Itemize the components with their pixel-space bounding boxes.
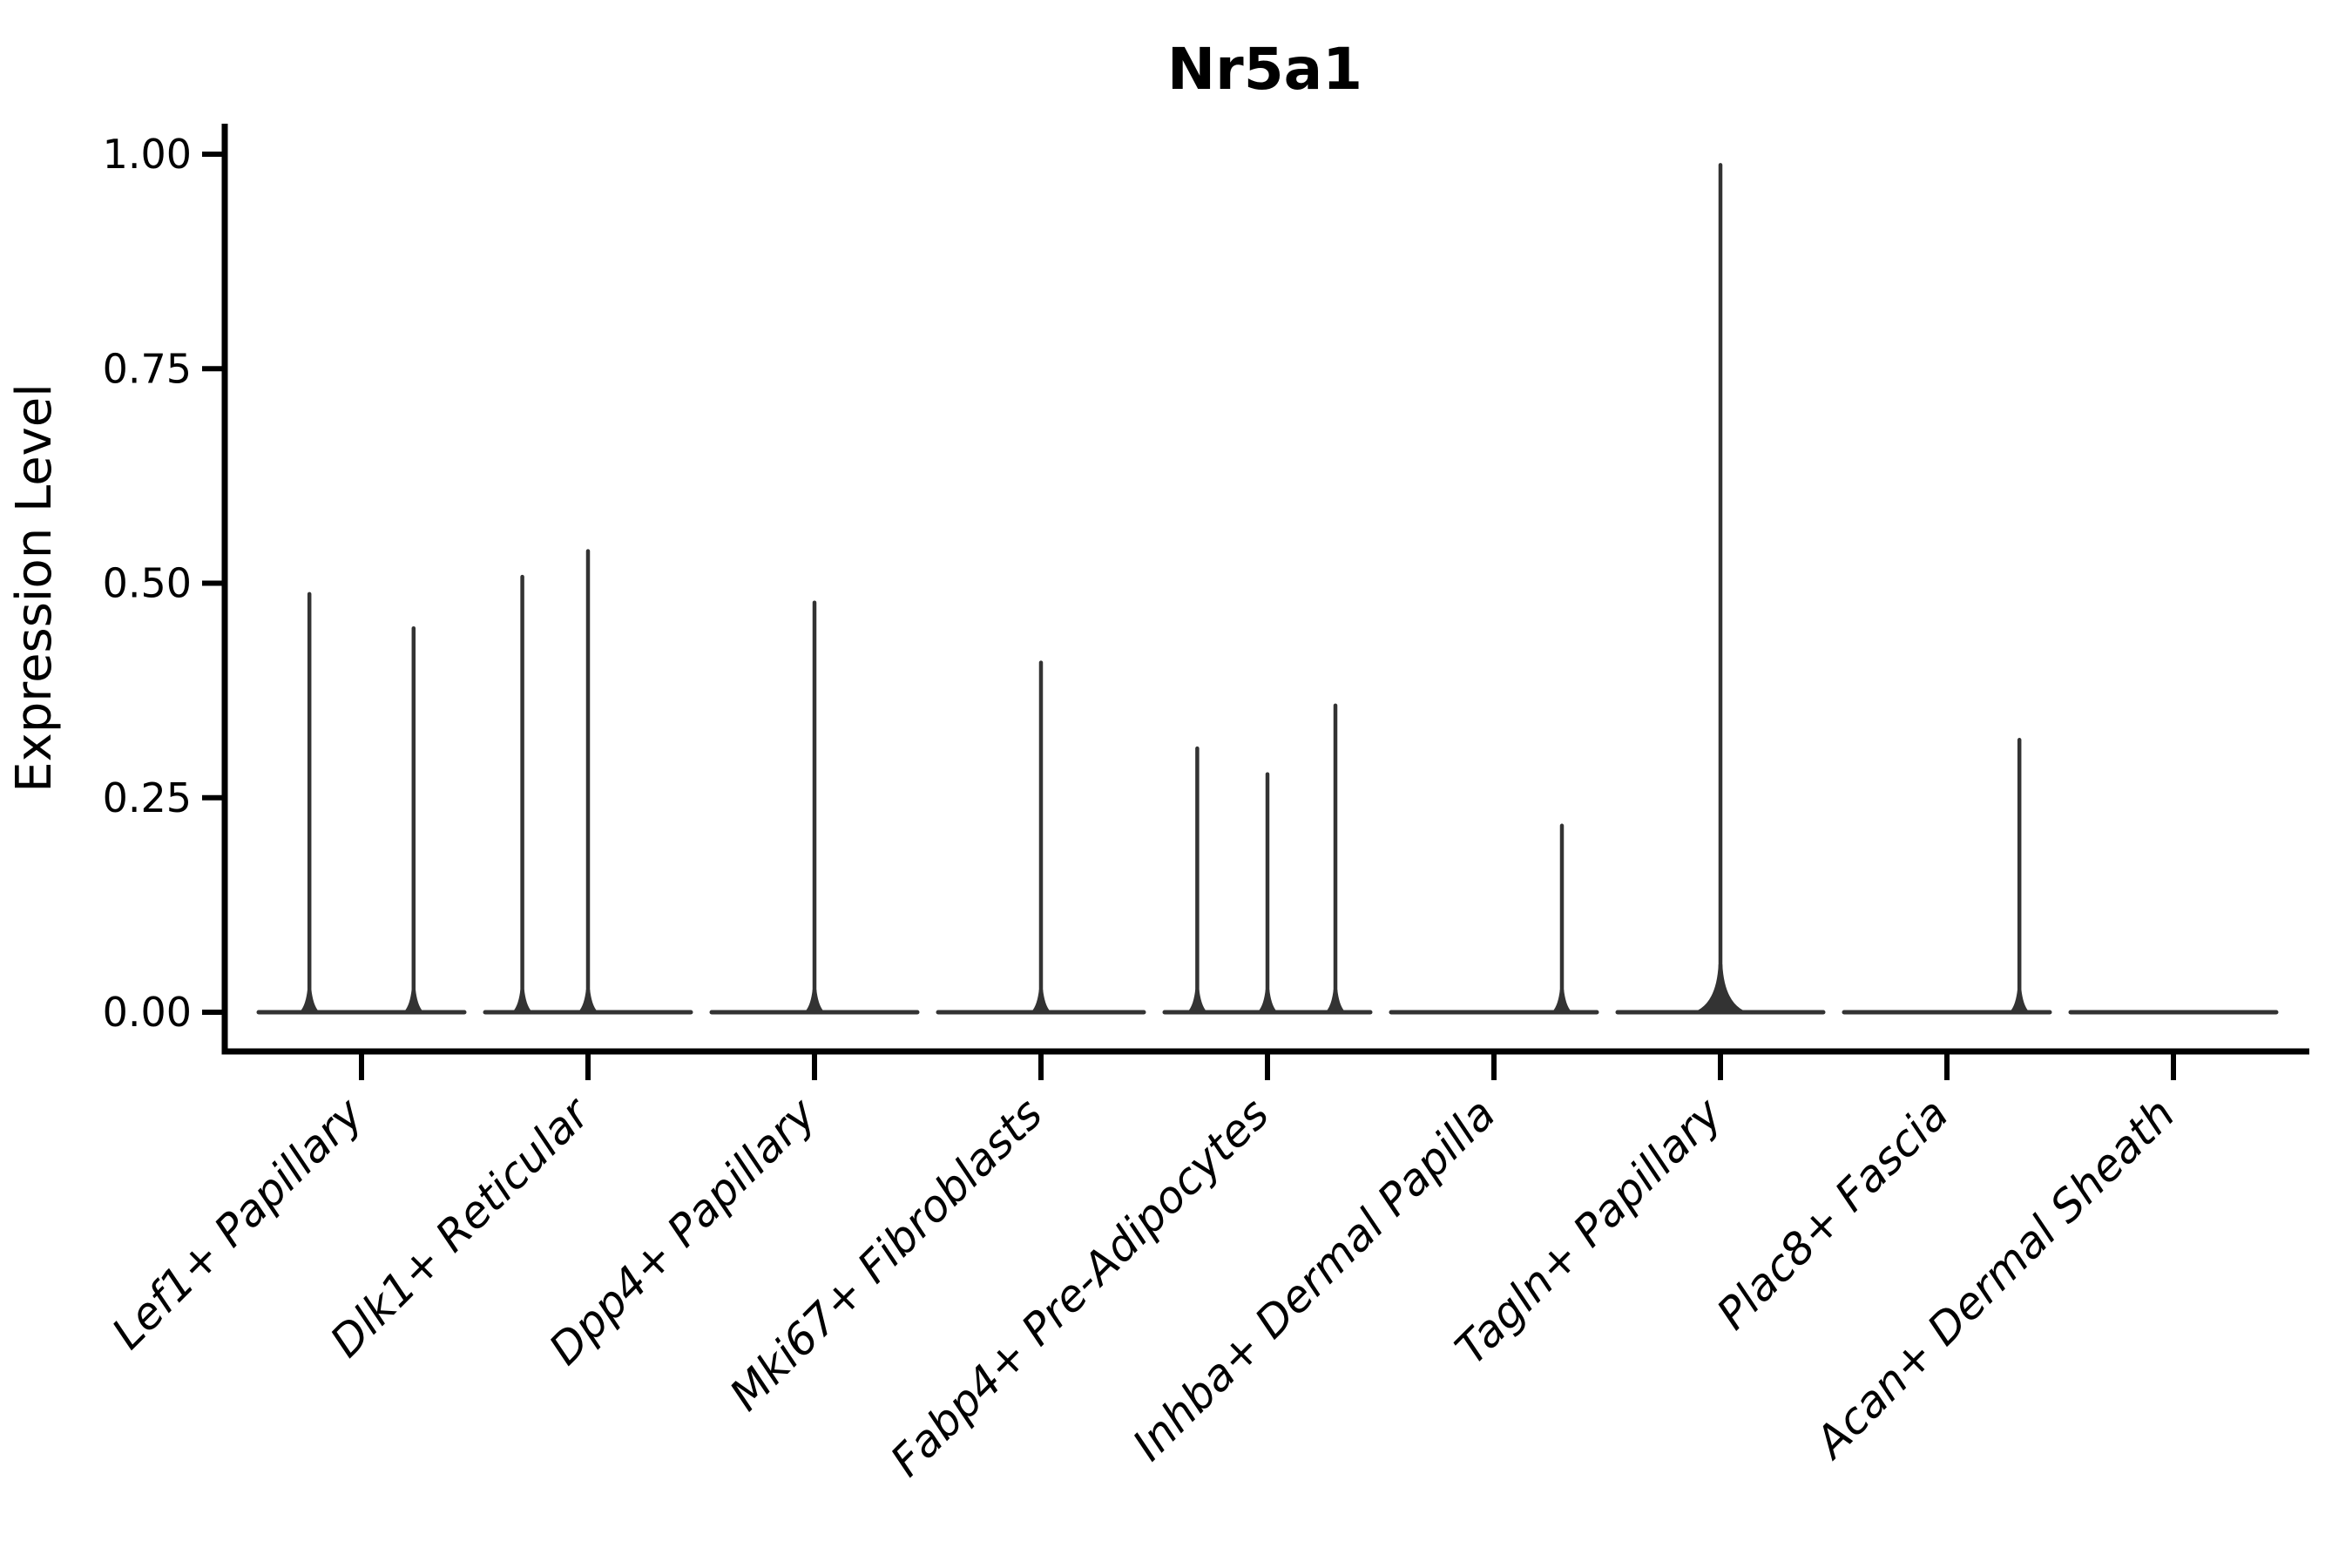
violin-spike-base-flare [2006, 990, 2033, 1014]
violin-spike-base-flare [509, 990, 536, 1014]
y-tick-label: 0.75 [103, 345, 192, 392]
y-tick-label: 0.50 [103, 560, 192, 607]
x-tick-label-7: Plac8+ Fascia [1707, 1089, 1958, 1340]
x-tick-label-5: Inhba+ Dermal Papilla [1123, 1089, 1504, 1470]
violin-spike-base-flare [296, 990, 323, 1014]
y-axis-label: Expression Level [6, 383, 63, 793]
violin-spike-base-flare [1686, 964, 1755, 1014]
violin-spike-base-flare [801, 990, 828, 1014]
y-tick-label: 0.00 [103, 989, 192, 1036]
y-axis-ticks: 1.00 0.75 0.50 0.25 0.00 [103, 131, 222, 1036]
violin-spike-base-flare [1549, 990, 1575, 1014]
violin-spike-base-flare [1254, 990, 1281, 1014]
x-axis-ticks [359, 1054, 2176, 1080]
violins [256, 163, 2279, 1015]
violin-spike-base-flare [400, 990, 427, 1014]
x-tick-label-4: Fabp4+ Pre-Adipocytes [881, 1089, 1279, 1487]
y-tick-label: 1.00 [103, 131, 192, 178]
violin-spike-base-flare [1322, 990, 1348, 1014]
violin-spike-base-flare [1184, 990, 1211, 1014]
violin-spike-base-flare [575, 990, 601, 1014]
axis-spines [221, 124, 2309, 1055]
y-tick-label: 0.25 [103, 774, 192, 821]
plot-title: Nr5a1 [1167, 36, 1362, 103]
violin-spike-base-flare [1028, 990, 1054, 1014]
x-tick-label-8: Acan+ Dermal Sheath [1804, 1089, 2185, 1470]
